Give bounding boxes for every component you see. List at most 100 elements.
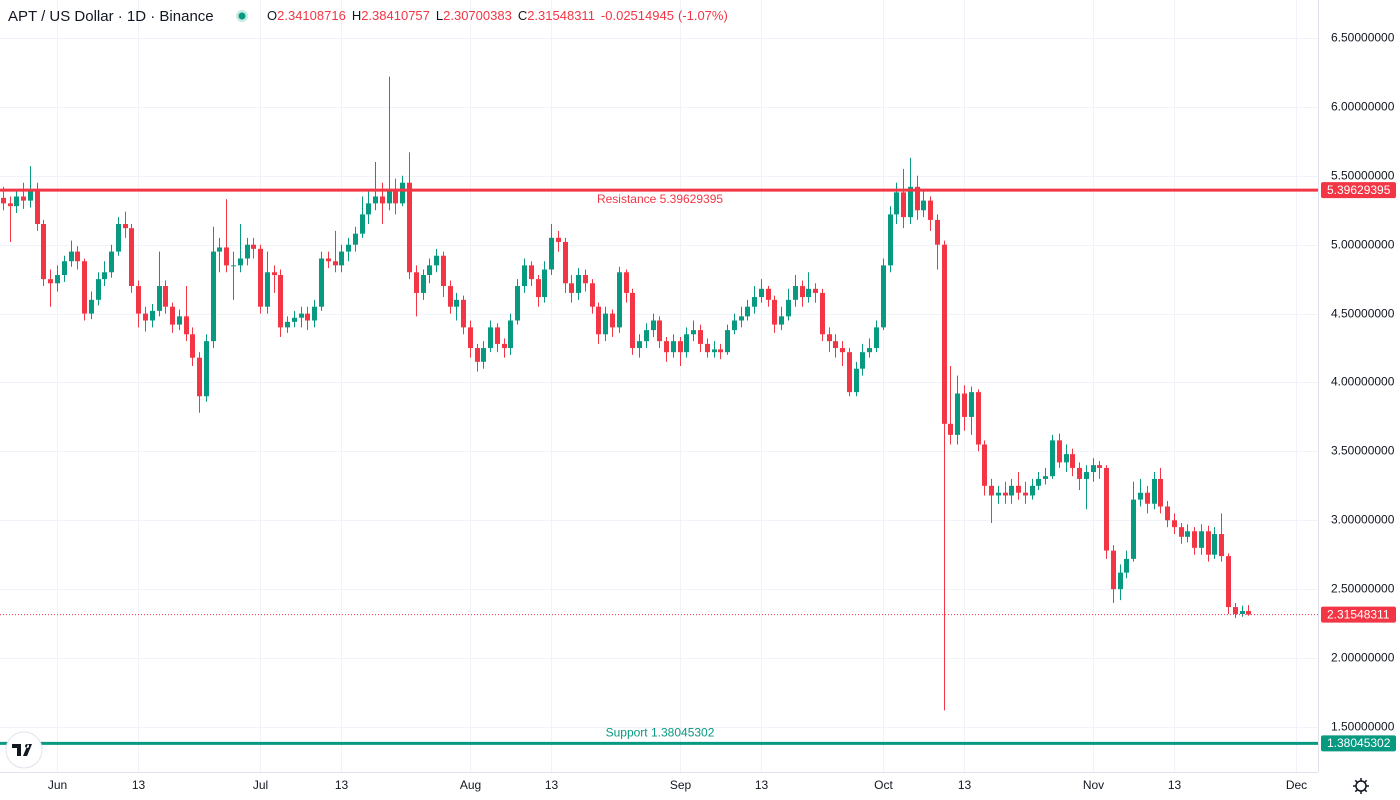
candle-body — [495, 327, 500, 344]
candle-body — [312, 306, 317, 321]
candle-body — [1043, 476, 1048, 479]
candle-body — [657, 320, 662, 342]
candle-body — [563, 241, 568, 284]
candle-body — [955, 393, 960, 435]
candle-body — [380, 196, 385, 204]
candle-body — [136, 286, 141, 314]
candle-body — [197, 357, 202, 397]
x-tick-label: 13 — [335, 778, 349, 792]
candle-body — [705, 343, 710, 353]
y-tick-label: 6.00000000 — [1331, 100, 1395, 114]
candle-body — [1172, 520, 1177, 528]
candle-body — [190, 334, 195, 358]
candle-body — [1050, 440, 1055, 477]
level-price-box — [1321, 182, 1396, 199]
logo-badge[interactable] — [5, 731, 43, 769]
candle-body — [278, 275, 283, 328]
logo-mark — [12, 744, 32, 756]
level-label: Support 1.38045302 — [606, 726, 715, 740]
candle-body — [678, 341, 683, 353]
candle-body — [204, 341, 209, 397]
candle-body — [718, 349, 723, 353]
candle-body — [651, 320, 656, 331]
candle-body — [813, 288, 818, 293]
candle-body — [1212, 534, 1217, 555]
candle-body — [69, 251, 74, 262]
candle-body — [102, 272, 107, 280]
x-tick-label: Dec — [1286, 778, 1307, 792]
candle-body — [326, 258, 331, 262]
candle-body — [1064, 454, 1069, 463]
candle-body — [630, 292, 635, 349]
candle-body — [1206, 531, 1211, 555]
candle-body — [502, 343, 507, 349]
candle-body — [908, 186, 913, 218]
candle-body — [1118, 572, 1123, 590]
y-tick-label: 6.50000000 — [1331, 31, 1395, 45]
candle-body — [1036, 478, 1041, 486]
candle-body — [163, 286, 168, 307]
x-tick-label: 13 — [958, 778, 972, 792]
candle-body — [1145, 492, 1150, 504]
candle-body — [969, 392, 974, 417]
candle-body — [434, 255, 439, 266]
candle-body — [1009, 485, 1014, 496]
gear-teeth — [1353, 778, 1369, 794]
candle-body — [468, 327, 473, 349]
candle-body — [827, 334, 832, 342]
candle-body — [421, 275, 426, 293]
y-tick-label: 5.50000000 — [1331, 169, 1395, 183]
candle-body — [333, 261, 338, 266]
candle-body — [1219, 534, 1224, 557]
x-tick-label: 13 — [1168, 778, 1182, 792]
candle-body — [339, 251, 344, 266]
candle-body — [888, 214, 893, 266]
tradingview-logo[interactable] — [5, 731, 43, 769]
candle-body — [644, 330, 649, 342]
candle-body — [942, 244, 947, 424]
candle-body — [217, 247, 222, 252]
candle-body — [1226, 556, 1231, 608]
y-tick-label: 3.50000000 — [1331, 444, 1395, 458]
candle-body — [211, 251, 216, 342]
candle-body — [231, 265, 236, 267]
y-tick-label: 4.00000000 — [1331, 375, 1395, 389]
candle-body — [427, 265, 432, 276]
candle-body — [1165, 506, 1170, 521]
level-value: 5.39629395 — [660, 192, 724, 206]
candle-body — [766, 288, 771, 300]
candle-body — [556, 237, 561, 242]
candle-body — [854, 368, 859, 393]
candle-body — [833, 341, 838, 349]
candle-body — [488, 327, 493, 349]
candle-body — [847, 352, 852, 393]
last-price-label: 2.31548311 — [1327, 607, 1390, 621]
candle-body — [603, 313, 608, 335]
candle-body — [867, 348, 872, 353]
x-tick-label: Aug — [460, 778, 481, 792]
candle-body — [238, 258, 243, 266]
settings-button[interactable] — [1353, 778, 1369, 794]
change-value: -0.02514945 — [601, 8, 674, 23]
y-tick-label: 5.00000000 — [1331, 238, 1395, 252]
candle-body — [786, 299, 791, 317]
level-label: Resistance 5.39629395 — [597, 192, 723, 206]
x-tick-label: Jul — [253, 778, 268, 792]
candle-body — [1124, 558, 1129, 573]
candle-body — [536, 279, 541, 298]
candle-body — [96, 279, 101, 300]
candle-body — [590, 283, 595, 307]
candle-body — [739, 316, 744, 321]
ohlc-value: 2.34108716 — [277, 8, 346, 23]
ohlc-values: O2.34108716 H2.38410757 L2.30700383 C2.3154… — [267, 8, 728, 23]
candle-body — [82, 261, 87, 314]
candle-body — [542, 269, 547, 298]
level-price-box — [1321, 735, 1396, 752]
candle-body — [258, 248, 263, 307]
candle-body — [800, 286, 805, 298]
candle-body — [989, 485, 994, 496]
candle-body — [8, 203, 13, 207]
candle-body — [860, 352, 865, 369]
candle-body — [996, 492, 1001, 496]
